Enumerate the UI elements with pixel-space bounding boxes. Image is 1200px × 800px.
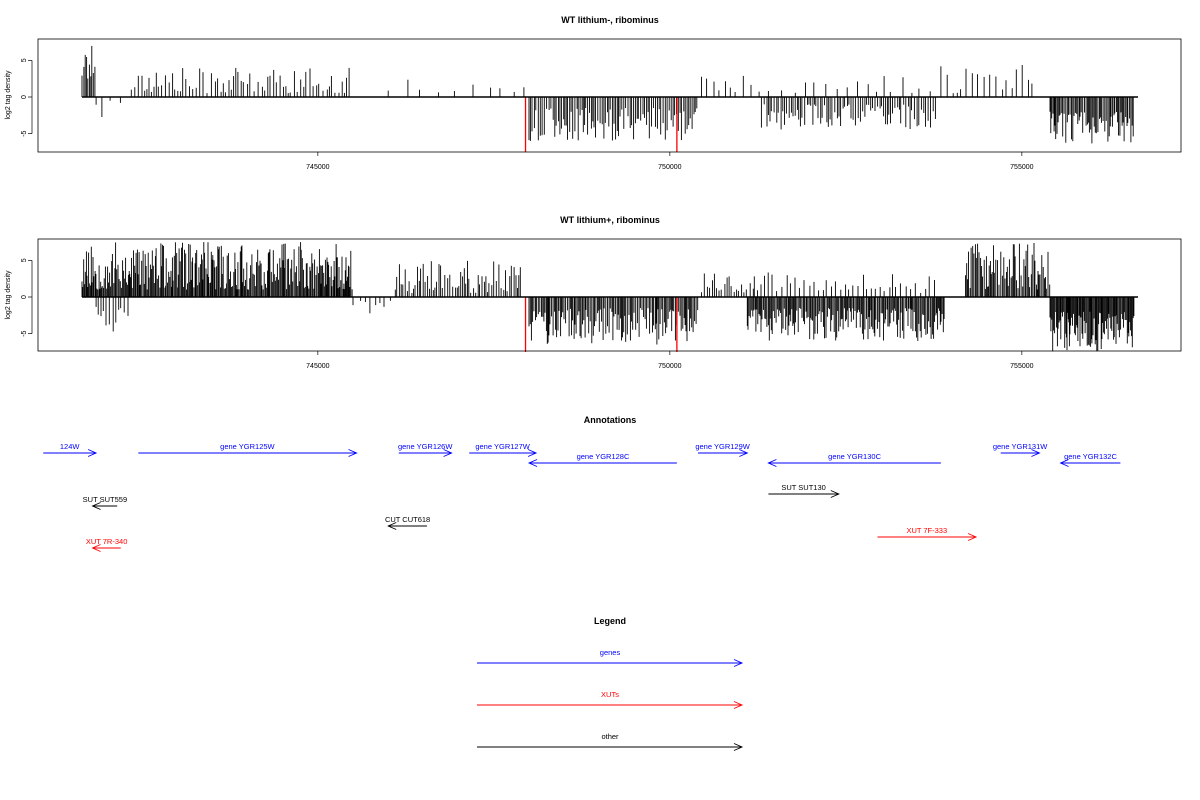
feature-arrow-head — [967, 533, 978, 541]
panel-title: WT lithium+, ribominus — [560, 215, 660, 225]
feature-label: gene YGR125W — [220, 442, 275, 451]
annotation-feature: XUT 7F-333 — [877, 526, 978, 541]
x-tick-label: 750000 — [658, 164, 681, 171]
feature-label: gene YGR128C — [577, 452, 630, 461]
x-tick-label: 745000 — [306, 164, 329, 171]
annotation-feature: XUT 7R-340 — [86, 537, 128, 552]
feature-arrow-head — [91, 502, 101, 510]
feature-label: gene YGR127W — [475, 442, 530, 451]
plot-frame — [37, 38, 1182, 153]
annotation-feature: gene YGR131W — [993, 442, 1048, 457]
coverage-panel-lithium-plus: WT lithium+, ribominus log2 tag density … — [5, 215, 1182, 370]
feature-label: gene YGR126W — [398, 442, 453, 451]
feature-arrow-head — [767, 459, 777, 467]
legend-label: XUTs — [601, 690, 619, 699]
legend-arrow-head — [733, 659, 744, 667]
y-tick-label: 0 — [21, 95, 28, 99]
feature-label: XUT 7R-340 — [86, 537, 128, 546]
feature-arrow-head — [87, 449, 98, 457]
feature-label: XUT 7F-333 — [906, 526, 947, 535]
y-tick-label: 0 — [21, 295, 28, 299]
plot-frame — [37, 238, 1182, 352]
feature-arrow-head — [830, 490, 840, 498]
y-axis-ticks: 5 0 -5 — [21, 58, 33, 137]
x-axis-ticks: 745000 750000 755000 — [306, 152, 1034, 171]
feature-label: CUT CUT618 — [385, 515, 430, 524]
legend-label: other — [601, 732, 619, 741]
y-axis-label: log2 tag density — [5, 70, 12, 120]
feature-arrow-head — [527, 459, 538, 467]
feature-arrow-head — [1059, 459, 1069, 467]
feature-arrow-head — [387, 522, 397, 530]
feature-label: gene YGR129W — [695, 442, 750, 451]
legend: Legend genes XUTs other — [477, 616, 744, 751]
feature-arrow-head — [91, 544, 101, 552]
highlight-bars — [524, 97, 678, 152]
coverage-bars — [81, 45, 1134, 144]
annotation-feature: gene YGR130C — [767, 452, 941, 467]
x-tick-label: 755000 — [1010, 363, 1033, 370]
y-axis-ticks: 5 0 -5 — [21, 258, 33, 337]
legend-title: Legend — [594, 616, 626, 626]
legend-entry: XUTs — [477, 690, 744, 709]
x-tick-label: 745000 — [306, 363, 329, 370]
legend-entries: genes XUTs other — [477, 648, 744, 751]
feature-arrow-head — [348, 449, 358, 457]
annotation-feature: gene YGR125W — [138, 442, 358, 457]
annotation-feature: gene YGR126W — [398, 442, 453, 457]
y-tick-label: 5 — [21, 58, 28, 62]
annotation-feature: gene YGR128C — [527, 452, 677, 467]
annotation-feature: gene YGR127W — [469, 442, 538, 457]
x-tick-label: 755000 — [1010, 164, 1033, 171]
legend-arrow-head — [733, 743, 744, 751]
annotation-feature: SUT SUT130 — [768, 483, 840, 498]
feature-arrow-head — [1031, 449, 1041, 457]
legend-entry: genes — [477, 648, 744, 667]
annotation-feature: CUT CUT618 — [385, 515, 430, 530]
annotation-feature: gene YGR132C — [1059, 452, 1121, 467]
annotation-track: Annotations 124W gene YGR125W gene YGR126W… — [43, 415, 1121, 552]
feature-arrow-head — [443, 449, 453, 457]
legend-arrow-head — [733, 701, 744, 709]
feature-label: 124W — [60, 442, 81, 451]
x-axis-ticks: 745000 750000 755000 — [306, 351, 1034, 370]
legend-entry: other — [477, 732, 744, 751]
y-axis-label: log2 tag density — [5, 270, 12, 320]
feature-label: SUT SUT130 — [781, 483, 825, 492]
annotation-feature: 124W — [43, 442, 98, 457]
annotation-feature: gene YGR129W — [695, 442, 751, 457]
annotations-title: Annotations — [584, 415, 637, 425]
y-tick-label: -5 — [21, 330, 28, 336]
feature-label: gene YGR131W — [993, 442, 1048, 451]
legend-label: genes — [600, 648, 621, 657]
x-tick-label: 750000 — [658, 363, 681, 370]
coverage-bars — [81, 242, 1135, 352]
y-tick-label: 5 — [21, 258, 28, 262]
y-tick-label: -5 — [21, 130, 28, 136]
annotation-features: 124W gene YGR125W gene YGR126W gene YGR127W… — [43, 442, 1121, 552]
annotation-feature: SUT SUT559 — [83, 495, 127, 510]
feature-label: SUT SUT559 — [83, 495, 127, 504]
highlight-bars — [524, 297, 678, 352]
coverage-panel-lithium-minus: WT lithium-, ribominus log2 tag density … — [5, 15, 1182, 171]
feature-arrow-head — [527, 449, 538, 457]
feature-arrow-head — [739, 449, 749, 457]
feature-label: gene YGR130C — [828, 452, 881, 461]
panel-title: WT lithium-, ribominus — [561, 15, 659, 25]
feature-label: gene YGR132C — [1064, 452, 1117, 461]
